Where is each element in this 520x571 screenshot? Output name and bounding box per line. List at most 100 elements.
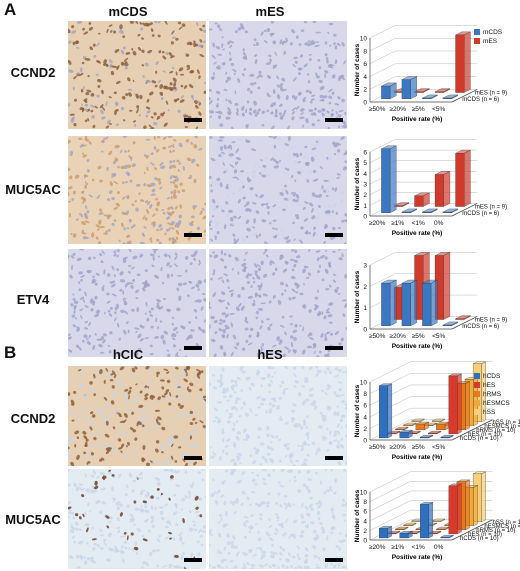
- bar: [401, 76, 417, 100]
- bar: [436, 526, 450, 531]
- x-tick-label: ≥50%: [369, 106, 386, 113]
- bar: [411, 418, 425, 423]
- row-label-muc5ac: MUC5AC: [5, 512, 61, 527]
- legend-swatch: [474, 38, 480, 44]
- bar: [440, 534, 454, 539]
- y-tick-label: 0: [363, 100, 367, 107]
- y-tick-label: 0: [363, 538, 367, 545]
- y-tick-label: 0: [363, 438, 367, 445]
- legend-swatch: [474, 391, 480, 397]
- x-tick-label: 0%: [434, 220, 444, 227]
- bar: [422, 94, 438, 100]
- series-depth-label: hESMCS (n = 8): [484, 424, 520, 430]
- bar: [442, 208, 458, 214]
- legend-swatch: [474, 400, 480, 406]
- x-tick-label: ≥20%: [369, 544, 386, 551]
- series-depth-label: mES (n = 9): [475, 91, 507, 97]
- x-tick-label: ≥5%: [412, 333, 425, 340]
- y-tick-label: 6: [363, 61, 367, 68]
- x-tick-label: ≥5%: [412, 106, 425, 113]
- series-depth-label: hCDS (n = 10): [460, 536, 499, 542]
- x-tick-label: ≥20%: [369, 220, 386, 227]
- x-tick-label: ≥20%: [389, 333, 406, 340]
- legend-label: mES: [483, 38, 498, 45]
- bar: [381, 82, 397, 100]
- legend-label: hESMCS: [483, 400, 510, 407]
- bar: [379, 526, 392, 539]
- y-tick-label: 8: [363, 499, 367, 506]
- bar: [414, 88, 430, 93]
- series-depth-label: hRMS (n = 10): [476, 528, 515, 534]
- series-depth-label: hRMS (n = 10): [476, 428, 515, 434]
- bar: [401, 279, 417, 327]
- x-axis-label: Positive rate (%): [392, 554, 443, 561]
- bar: [399, 429, 413, 439]
- micrograph-mes-ccnd2: [209, 21, 347, 129]
- chart-human-ccnd2: 0 2 4 6 8 10 Number of cases ≥50% ≥20% ≥5% <5% Posi…: [352, 361, 520, 470]
- y-tick-label: 3: [363, 263, 367, 270]
- bar: [431, 418, 445, 423]
- series-depth-label: hSS (n = 10): [492, 420, 520, 426]
- bar: [401, 208, 417, 214]
- x-tick-label: <5%: [432, 333, 445, 340]
- scale-bar: [184, 233, 202, 237]
- scale-bar: [184, 346, 202, 350]
- y-tick-label: 0: [363, 327, 367, 334]
- bar: [393, 202, 410, 207]
- x-tick-label: ≥50%: [369, 444, 386, 451]
- row-label-etv4: ETV4: [16, 292, 50, 307]
- micrograph-hcic-ccnd2: [68, 366, 206, 466]
- bar: [420, 434, 433, 439]
- x-tick-label: <5%: [432, 444, 445, 451]
- y-tick-label: 4: [363, 171, 367, 178]
- series-depth-label: mCDS (n = 6): [462, 97, 499, 103]
- legend-swatch: [474, 29, 480, 35]
- y-tick-label: 10: [360, 490, 368, 497]
- column-header-mes: mES: [255, 4, 285, 19]
- series-depth-label: hES (n = 10): [468, 432, 502, 438]
- micrograph-hes-ccnd2: [209, 366, 347, 466]
- series-depth-label: mES (n = 9): [475, 205, 507, 211]
- y-tick-label: 2: [363, 426, 367, 433]
- y-axis-label: Number of cases: [354, 157, 361, 210]
- micrograph-mes-muc5ac: [209, 136, 347, 244]
- y-tick-label: 2: [363, 284, 367, 291]
- scale-bar: [325, 558, 343, 562]
- bar: [381, 145, 397, 214]
- chart-mcds-mes-muc5ac: 0 1 2 3 4 5 6 Number of cases ≥20% ≥1% <1% 0% Positi…: [352, 134, 518, 246]
- bar: [422, 279, 438, 327]
- y-tick-label: 0: [363, 214, 367, 221]
- micrograph-mcds-etv4: [68, 249, 206, 357]
- x-tick-label: ≥5%: [412, 444, 425, 451]
- bar: [455, 31, 471, 93]
- bar: [422, 208, 438, 214]
- chart-mcds-mes-ccnd2: 0 2 4 6 8 10 Number of cases ≥50% ≥20% ≥5% <5% Posi…: [352, 20, 518, 132]
- micrograph-mcds-muc5ac: [68, 136, 206, 244]
- series-depth-label: hESMCS (n = 8): [484, 524, 520, 530]
- panel-letter-a: A: [4, 0, 17, 19]
- scale-bar: [184, 558, 202, 562]
- scale-bar: [184, 456, 202, 460]
- bar: [442, 94, 458, 100]
- scale-bar: [325, 456, 343, 460]
- bar: [428, 430, 442, 435]
- row-label-ccnd2: CCND2: [10, 65, 56, 80]
- scale-bar: [184, 118, 202, 122]
- series-depth-label: hCDS (n = 10): [460, 436, 499, 442]
- micrograph-hes-muc5ac: [209, 469, 347, 569]
- panel-letter-b: B: [4, 343, 17, 362]
- series-depth-label: hES (n = 10): [468, 532, 502, 538]
- chart-mcds-mes-etv4: 0 1 2 3 Number of cases ≥50% ≥20% ≥5% <5% Positiv…: [352, 247, 518, 359]
- bar: [403, 522, 417, 527]
- micrograph-mcds-ccnd2: [68, 21, 206, 129]
- y-tick-label: 2: [363, 192, 367, 199]
- legend-swatch: [474, 409, 480, 415]
- y-axis-label: Number of cases: [354, 489, 361, 542]
- row-label-ccnd2: CCND2: [10, 411, 56, 426]
- bar: [395, 426, 409, 431]
- y-axis-label: Number of cases: [354, 384, 361, 437]
- bar: [455, 149, 471, 207]
- x-tick-label: ≥1%: [391, 544, 404, 551]
- legend-swatch: [474, 382, 480, 388]
- legend-label: hSS: [483, 409, 496, 416]
